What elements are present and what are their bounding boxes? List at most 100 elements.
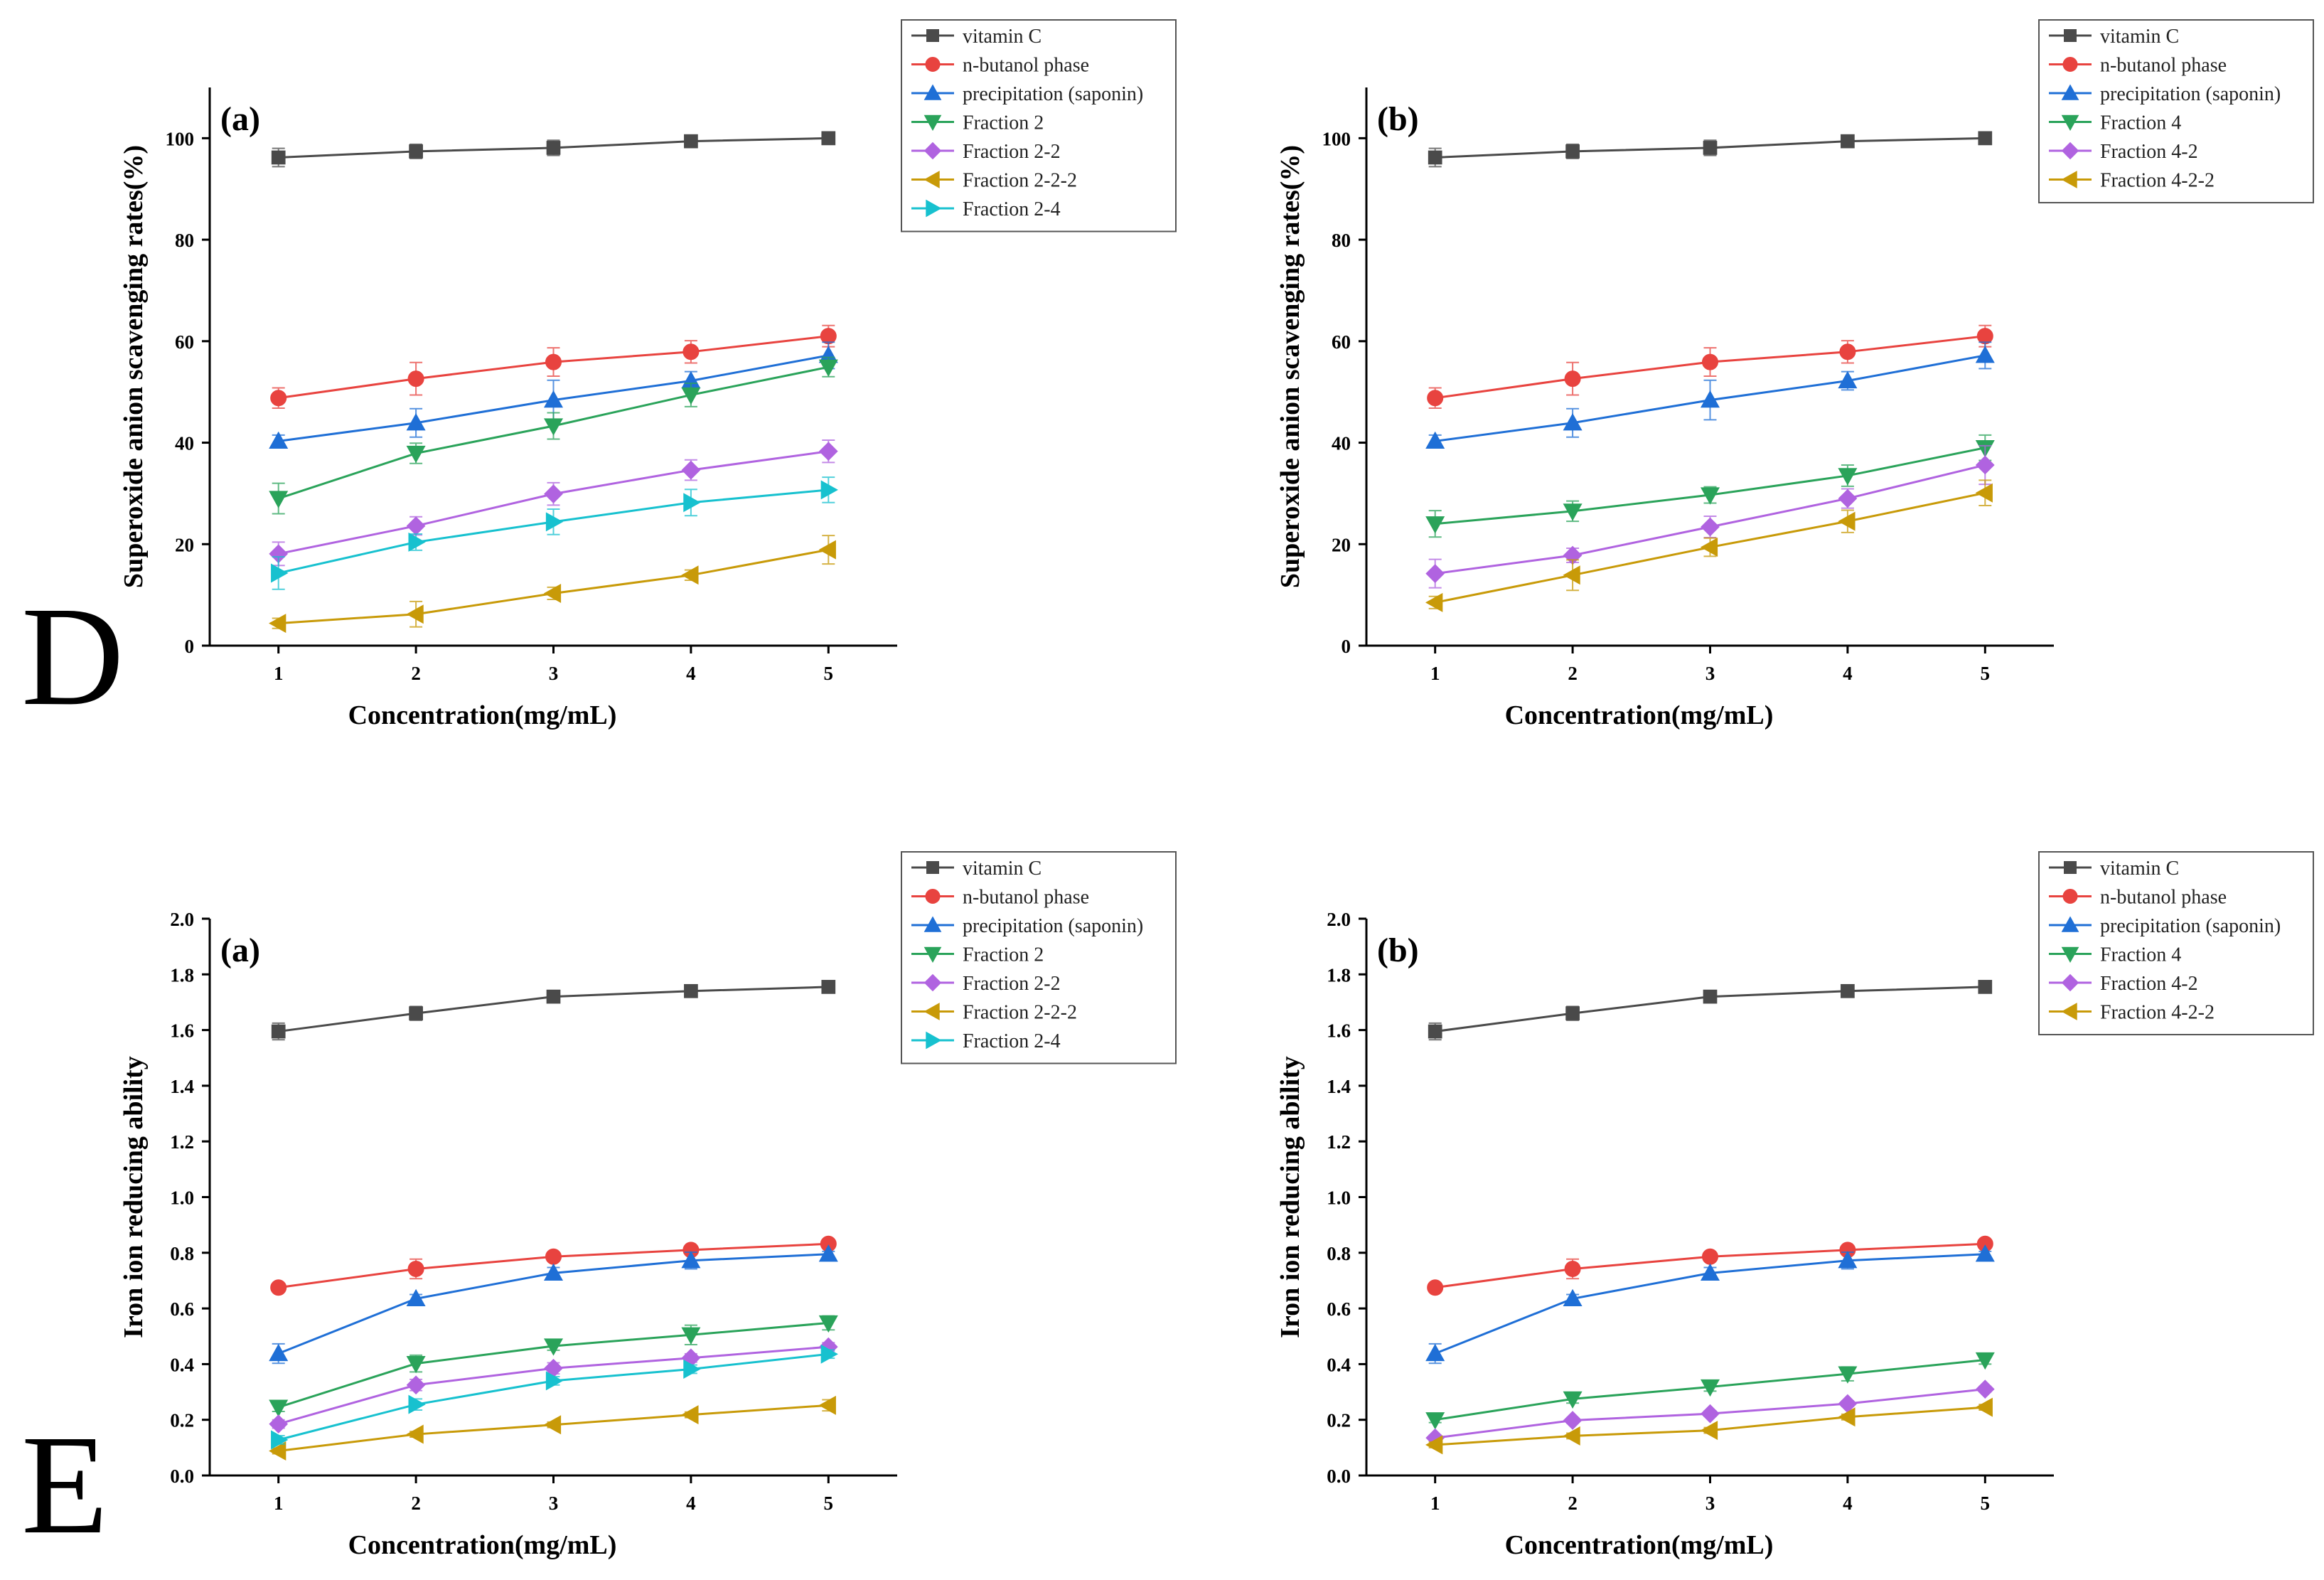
y-tick-label: 1.0	[170, 1187, 194, 1209]
series-precipitation-saponin	[269, 1244, 838, 1365]
y-tick-label: 0.4	[170, 1354, 194, 1375]
legend: vitamin C n-butanol phase precipitation (s…	[2038, 19, 2314, 203]
y-tick-label: 0.2	[170, 1410, 194, 1431]
data-point	[1428, 1024, 1442, 1039]
data-point	[544, 390, 563, 408]
x-tick-label: 1	[274, 663, 284, 684]
legend-label: Fraction 2	[963, 112, 1044, 134]
legend-item-vitamin-c: vitamin C	[911, 858, 1041, 880]
legend-marker	[2061, 973, 2079, 992]
data-point	[1975, 455, 1995, 475]
series-fraction-2-2	[269, 439, 838, 567]
legend-label: precipitation (saponin)	[963, 915, 1143, 937]
panel-e-a: 0.0 0.2 0.4 0.6 0.8 1.0 1.2 1.4 1.6 1.8 2.0 1 2 3 4 5 Co…	[119, 851, 1177, 1560]
series-fraction-4-2-2	[1425, 1397, 1993, 1455]
series-precipitation-saponin	[1425, 341, 1995, 449]
data-point	[406, 1424, 424, 1444]
legend-marker	[2061, 946, 2079, 964]
series-n-butanol-phase	[270, 1235, 837, 1296]
y-axis-title: Superoxide anion scavenging rates(%)	[1275, 145, 1305, 588]
y-tick-label: 60	[1332, 331, 1351, 353]
row-label-e: E	[21, 1406, 108, 1564]
data-point	[269, 1414, 289, 1434]
data-point	[545, 1248, 562, 1265]
data-point	[1563, 1288, 1583, 1307]
y-axis-title: Iron ion reducing ability	[119, 1056, 149, 1338]
data-point	[1703, 989, 1718, 1004]
legend-box	[901, 851, 1177, 1064]
data-point	[1975, 1397, 1993, 1417]
data-point	[1975, 1244, 1995, 1262]
legend-marker	[2064, 861, 2077, 874]
y-axis-title: Iron ion reducing ability	[1275, 1056, 1305, 1338]
legend-item-vitamin-c: vitamin C	[2049, 26, 2179, 48]
data-point	[1838, 1251, 1858, 1269]
legend-label: Fraction 2-4	[963, 198, 1061, 220]
series-vitamin-c	[1428, 131, 1993, 168]
series-line	[278, 548, 829, 625]
legend-marker	[2061, 916, 2079, 932]
data-point	[408, 532, 426, 552]
data-point	[271, 150, 286, 165]
series-vitamin-c	[271, 131, 836, 168]
data-point	[818, 1395, 836, 1415]
legend-label: vitamin C	[963, 858, 1041, 880]
data-point	[1427, 390, 1444, 407]
data-point	[1841, 134, 1855, 149]
y-tick-label: 0.0	[170, 1466, 194, 1487]
data-point	[269, 1343, 289, 1362]
legend-marker	[2061, 1003, 2077, 1020]
y-tick-label: 0.6	[170, 1298, 194, 1320]
legend-marker	[2061, 142, 2079, 160]
legend-item-fraction-2-2-2: Fraction 2-2-2	[911, 1002, 1077, 1024]
data-point	[1978, 131, 1993, 146]
y-tick-label: 0	[1342, 636, 1351, 657]
data-point	[1978, 980, 1993, 994]
data-point	[1838, 1366, 1858, 1384]
legend-marker	[923, 84, 942, 100]
data-point	[1425, 592, 1443, 612]
data-point	[409, 1006, 423, 1020]
legend-item-precipitation-saponin: precipitation (saponin)	[911, 915, 1143, 937]
legend-marker	[2061, 84, 2079, 100]
legend-marker	[926, 861, 939, 874]
data-point	[1564, 1261, 1581, 1278]
data-point	[818, 359, 838, 377]
data-point	[818, 540, 836, 560]
legend-marker	[926, 1031, 942, 1050]
y-tick-label: 20	[175, 534, 194, 555]
legend-item-fraction-4: Fraction 4	[2049, 944, 2181, 966]
series-fraction-2-4	[271, 1344, 838, 1450]
legend-label: Fraction 4	[2100, 112, 2181, 134]
data-point	[1700, 1421, 1718, 1441]
x-axis-title: Concentration(mg/mL)	[1505, 700, 1774, 730]
data-point	[1700, 538, 1718, 557]
data-point	[1563, 1426, 1580, 1446]
data-point	[821, 131, 836, 146]
data-point	[684, 983, 698, 998]
x-tick-label: 2	[411, 663, 421, 684]
data-point	[1838, 489, 1858, 508]
legend-label: n-butanol phase	[2100, 887, 2227, 909]
data-point	[1427, 1279, 1444, 1296]
y-tick-label: 1.2	[1327, 1131, 1351, 1153]
data-point	[543, 583, 562, 603]
data-point	[269, 491, 289, 508]
data-point	[1563, 1411, 1583, 1430]
legend-label: Fraction 4-2-2	[2100, 1002, 2215, 1024]
legend-label: precipitation (saponin)	[2100, 83, 2281, 105]
data-point	[1701, 487, 1720, 505]
y-tick-label: 80	[1332, 230, 1351, 251]
legend-item-fraction-4-2: Fraction 4-2	[2049, 141, 2198, 163]
data-point	[1839, 343, 1856, 361]
y-tick-label: 0.0	[1327, 1466, 1351, 1487]
data-point	[544, 1338, 563, 1356]
legend-marker	[923, 1003, 940, 1020]
legend-label: n-butanol phase	[963, 55, 1089, 77]
data-point	[1563, 565, 1580, 585]
legend-label: Fraction 4-2	[2100, 973, 2198, 995]
data-point	[270, 1279, 287, 1296]
data-point	[271, 1430, 289, 1450]
data-point	[1838, 370, 1858, 389]
